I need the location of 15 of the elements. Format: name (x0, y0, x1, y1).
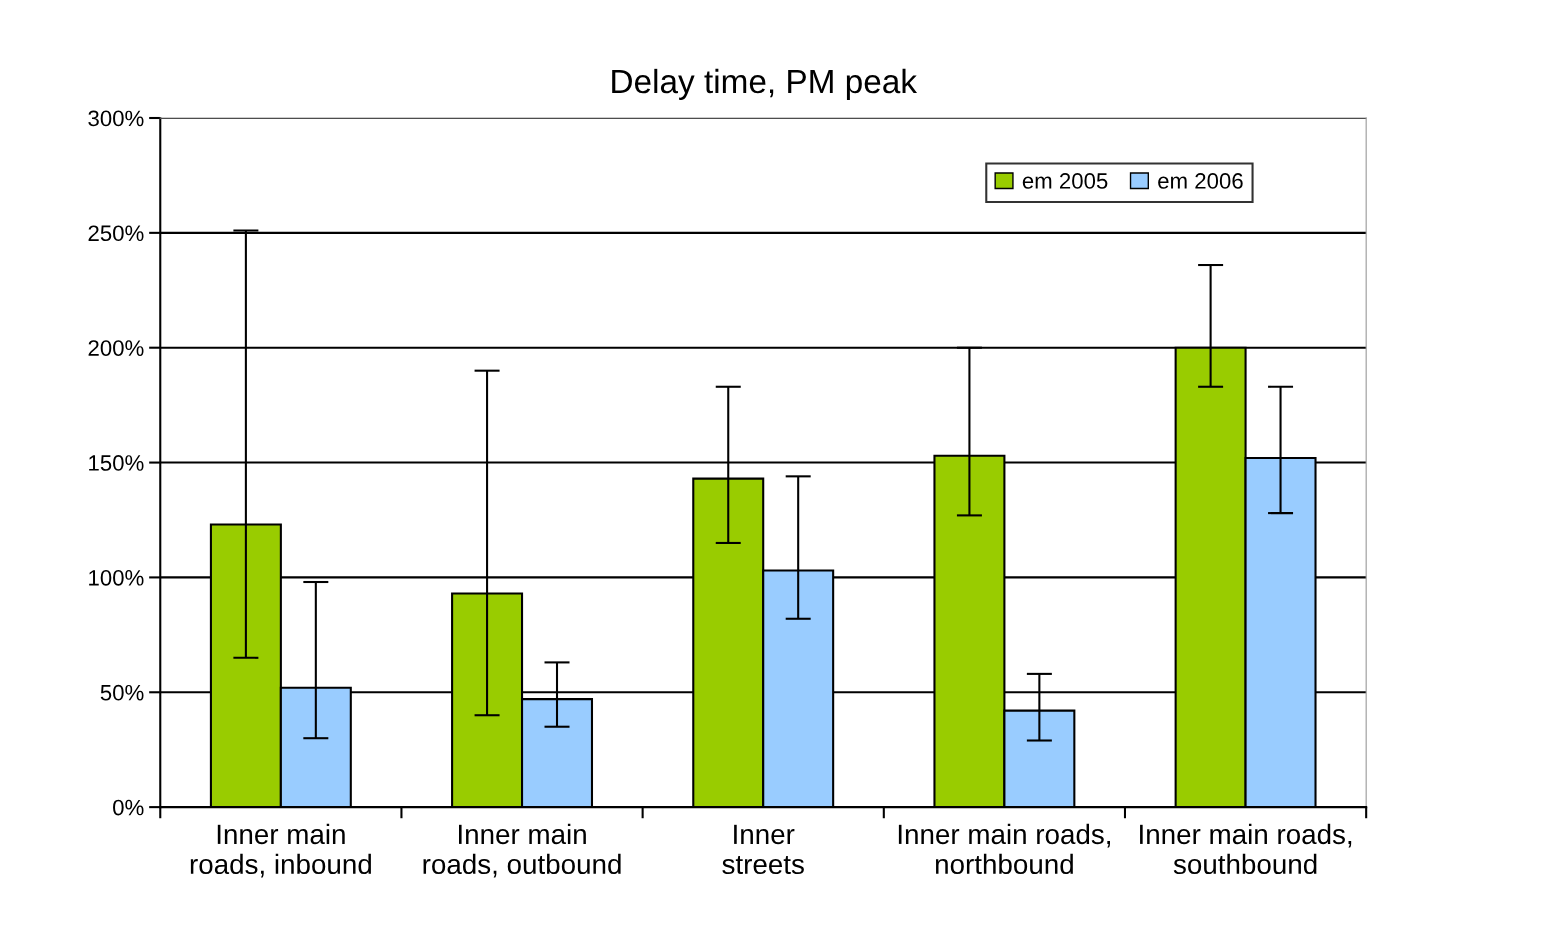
x-tick-label: Inner main roads, outbound (423, 823, 621, 878)
legend-label: em 2006 (1158, 173, 1243, 189)
y-tick-label: 50% (100, 684, 144, 701)
y-tick-label: 100% (89, 569, 144, 586)
y-tick-label: 200% (88, 340, 144, 356)
y-tick-label: 300% (88, 110, 144, 127)
y-tick-label: 150% (89, 455, 144, 471)
legend-label: em 2005 (1022, 173, 1108, 189)
x-tick-label: Inner streets (722, 824, 804, 875)
x-tick-label: Inner main roads, northbound (898, 823, 1110, 875)
y-tick-label: 250% (88, 225, 144, 242)
chart-title: Delay time, PM peak (612, 68, 918, 100)
x-tick-label: Inner main roads, inbound (190, 823, 371, 878)
x-tick-label: Inner main roads, southbound (1140, 823, 1352, 875)
y-tick-label: 0% (113, 799, 144, 816)
